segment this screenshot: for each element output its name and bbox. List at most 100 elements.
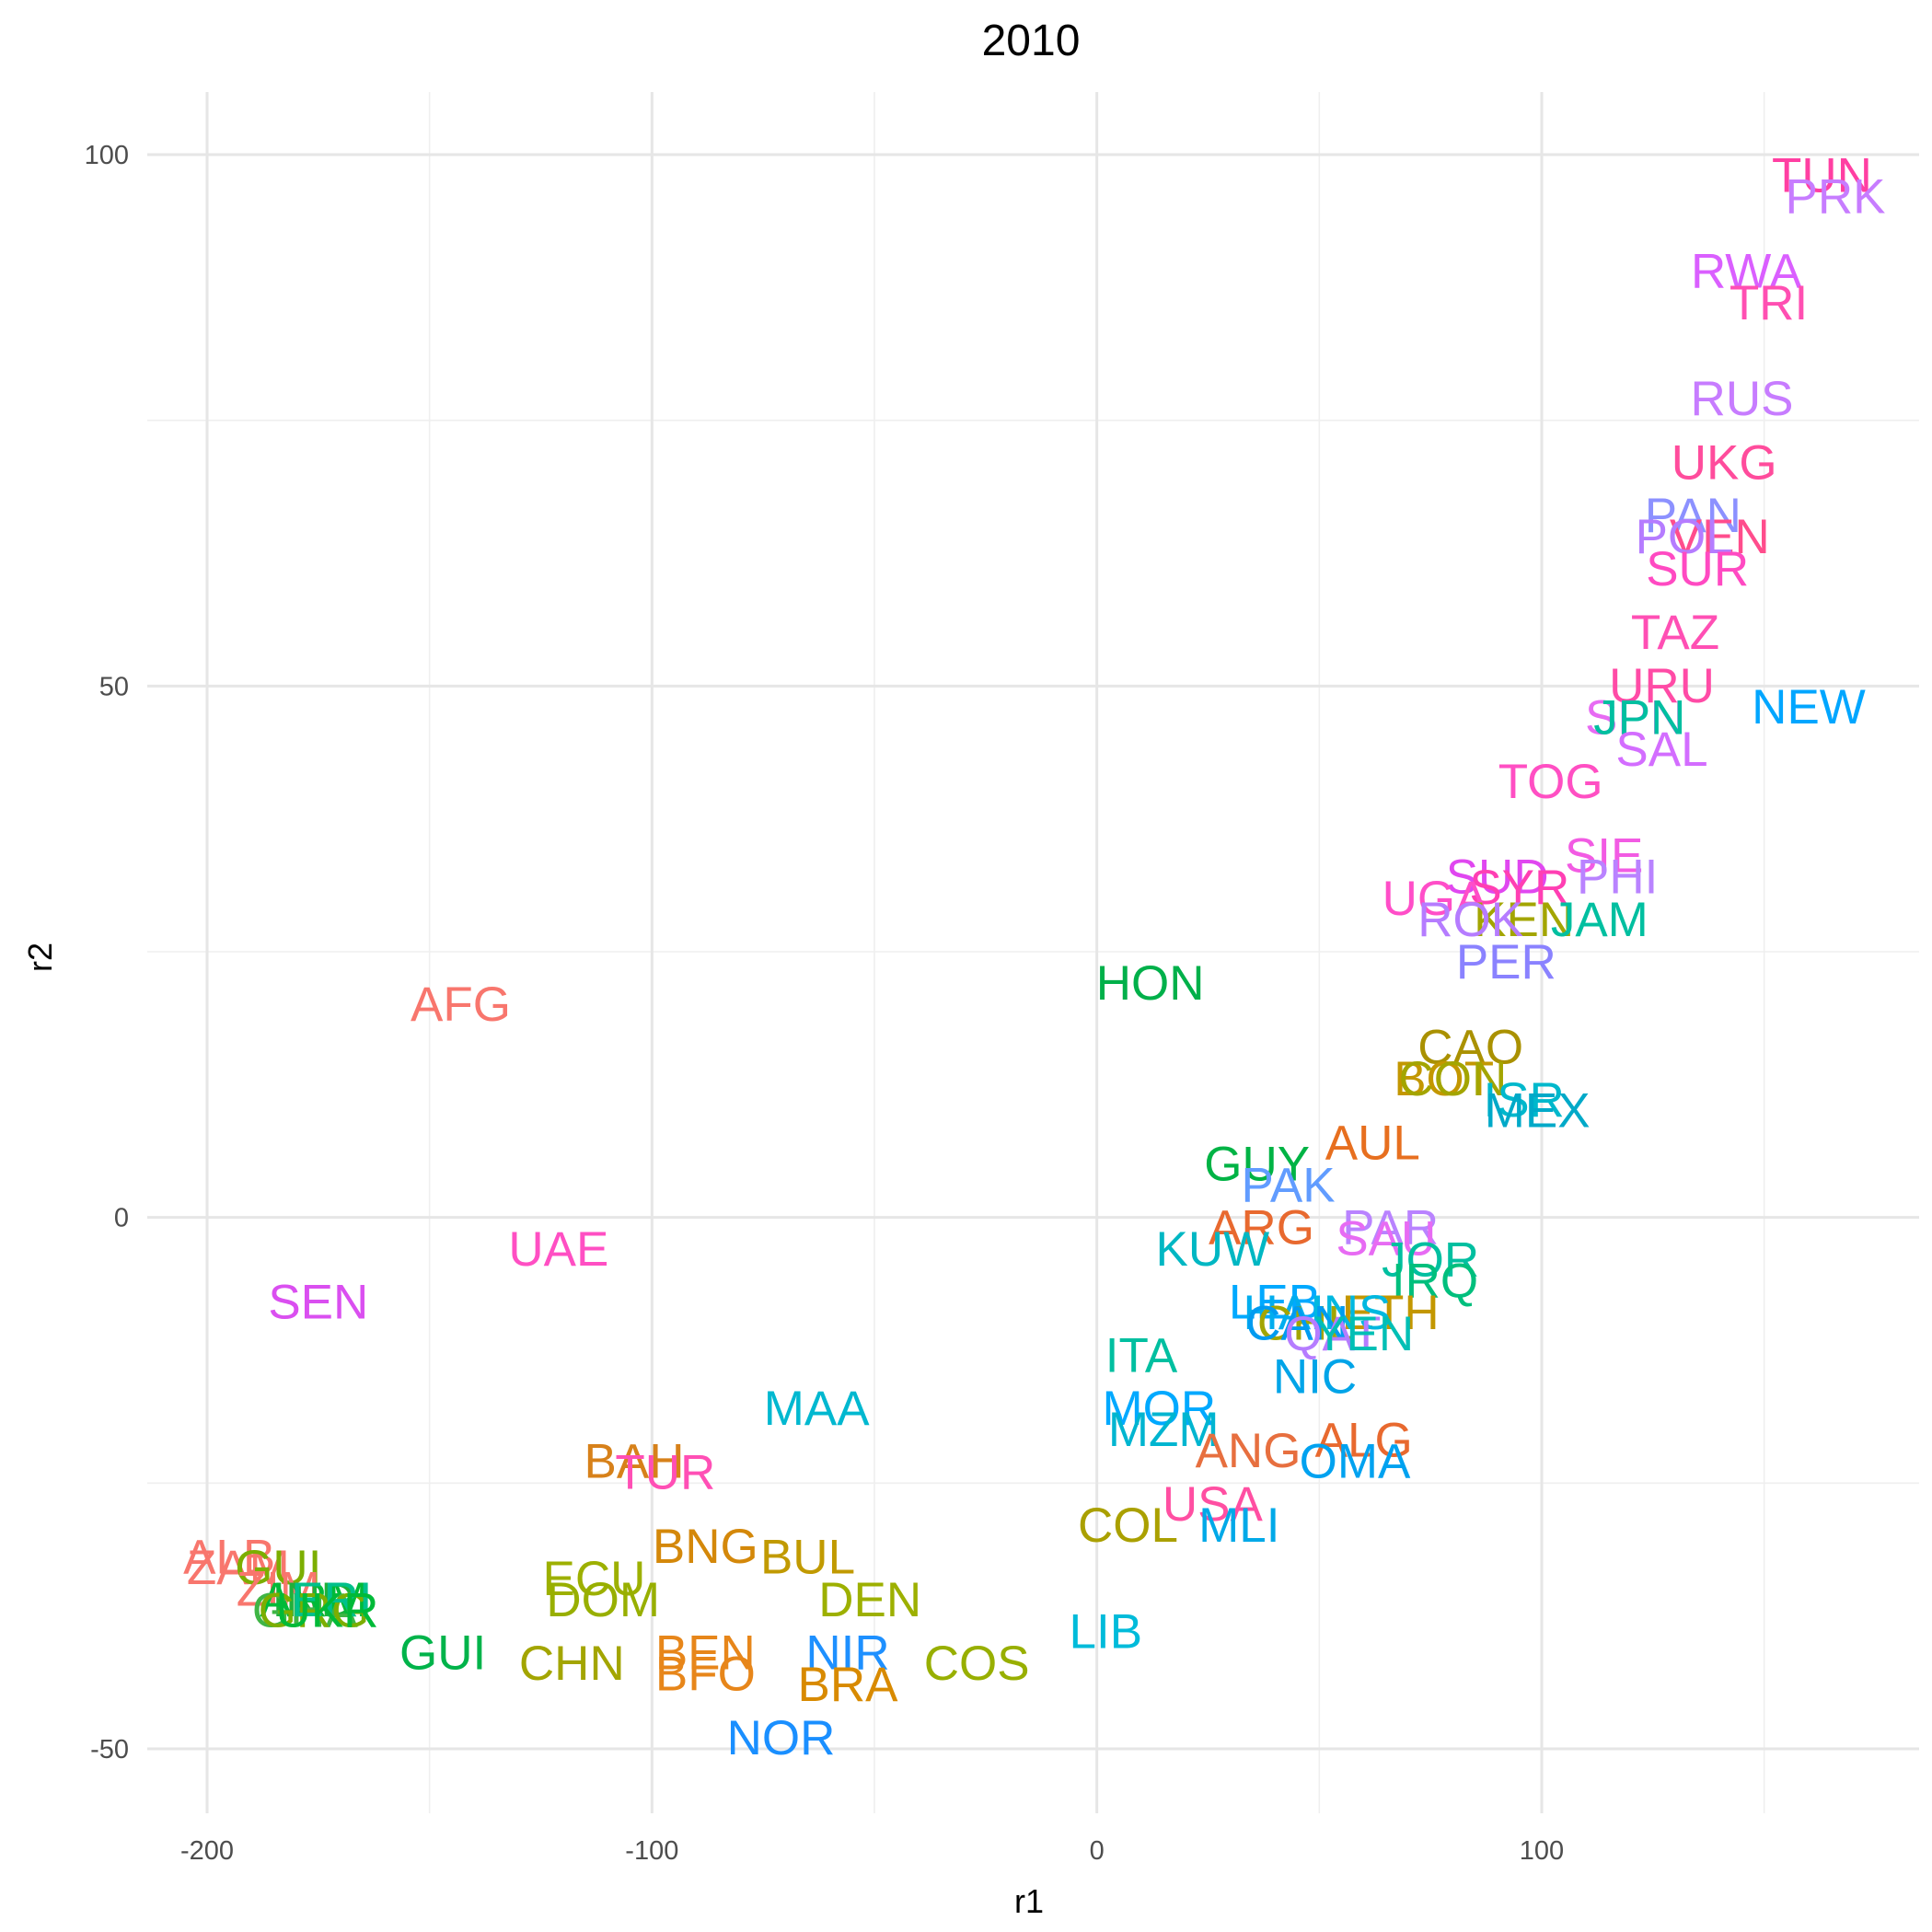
point-label-phi: PHI [1577, 850, 1658, 905]
point-label-jpn: JPN [1593, 690, 1685, 745]
point-label-hon: HON [1096, 956, 1205, 1011]
point-label-arm: ARM [260, 1573, 368, 1627]
point-label-den: DEN [818, 1573, 921, 1627]
point-label-qat: QAT [1284, 1307, 1381, 1361]
point-label-ben: BEN [655, 1626, 756, 1681]
point-label-nic: NIC [1273, 1349, 1357, 1404]
point-label-ita: ITA [1105, 1328, 1178, 1382]
point-label-hai: HAI [1243, 1286, 1324, 1340]
point-label-zam: ZAM [187, 1541, 290, 1595]
point-label-rok: ROK [1417, 893, 1523, 947]
point-label-oma: OMA [1300, 1435, 1411, 1489]
x-tick-label: -100 [625, 1836, 678, 1866]
point-label-chn: CHN [519, 1637, 625, 1691]
point-label-kuw: KUW [1156, 1222, 1270, 1277]
point-label-sen: SEN [268, 1276, 368, 1330]
point-label-ins: INS [1310, 1286, 1391, 1340]
point-label-bah: BAH [584, 1435, 685, 1489]
point-label-par: PAR [1342, 1201, 1439, 1255]
point-label-gui: GUI [235, 1541, 321, 1595]
point-label-cos: COS [924, 1637, 1030, 1691]
y-axis-ticks: -50 0 50 100 [85, 141, 129, 1764]
point-label-nor: NOR [727, 1711, 836, 1765]
point-label-lib: LIB [1070, 1604, 1143, 1659]
point-label-sud: SUD [1446, 850, 1549, 905]
point-label-taz: TAZ [1631, 606, 1719, 660]
point-label-chl: CHL [1257, 1297, 1355, 1351]
point-label-uga: UGA [1382, 872, 1489, 926]
x-axis-ticks: -200 -100 0 100 [180, 1836, 1564, 1866]
point-label-grg: GRG [259, 1583, 370, 1637]
point-label-nir: NIR [805, 1626, 889, 1681]
point-label-jor: JOR [1382, 1232, 1479, 1287]
x-axis-title: r1 [1014, 1882, 1044, 1920]
chart-title: 2010 [982, 17, 1081, 65]
point-label-arg: ARG [1209, 1201, 1314, 1255]
point-label-guy: GUY [1204, 1137, 1310, 1191]
point-label-ukr: UKR [276, 1583, 379, 1637]
point-label-ven: VEN [1670, 510, 1770, 564]
x-tick-label: 100 [1520, 1836, 1564, 1866]
point-label-mli: MLI [1198, 1498, 1279, 1553]
point-label-sie: SIE [1565, 829, 1643, 884]
point-label-prk: PRK [1786, 170, 1886, 225]
x-tick-label: -200 [180, 1836, 234, 1866]
point-label-sur: SUR [1646, 542, 1749, 596]
point-label-uae: UAE [508, 1222, 608, 1277]
point-label-new: NEW [1752, 680, 1866, 735]
point-label-tur: TUR [615, 1445, 715, 1499]
y-tick-label: 100 [85, 141, 129, 170]
point-label-tun: TUN [1772, 149, 1872, 203]
point-label-rwa: RWA [1691, 245, 1802, 299]
point-label-cao: CAO [1417, 1020, 1523, 1074]
point-label-pak: PAK [1241, 1159, 1335, 1213]
point-label-sau: SAU [1336, 1211, 1436, 1266]
point-label-gha: GHA [252, 1583, 359, 1637]
point-label-leb: LEB [1229, 1276, 1321, 1330]
x-tick-label: 0 [1090, 1836, 1105, 1866]
point-label-pan: PAN [1645, 489, 1741, 543]
point-label-syr: SYR [1469, 861, 1569, 915]
point-label-ken: KEN [1474, 893, 1574, 947]
point-label-bng: BNG [653, 1520, 758, 1574]
point-label-alg: ALG [1315, 1414, 1413, 1468]
point-label-eri: ERI [291, 1573, 372, 1627]
point-label-zim: ZIM [237, 1562, 320, 1616]
point-label-ang: ANG [1196, 1424, 1301, 1478]
point-label-isr: ISR [1483, 1073, 1564, 1128]
point-label-rus: RUS [1691, 372, 1794, 426]
y-tick-label: 50 [99, 672, 129, 701]
point-label-afg: AFG [411, 978, 511, 1032]
point-label-pol: POL [1636, 510, 1733, 564]
point-label-eth: ETH [1342, 1286, 1440, 1340]
point-label-col: COL [1078, 1498, 1178, 1553]
point-label-ecu: ECU [543, 1552, 646, 1606]
point-label-bra: BRA [798, 1658, 899, 1712]
major-gridlines [147, 92, 1919, 1813]
point-label-mor: MOR [1103, 1382, 1217, 1436]
point-label-uru: URU [1609, 659, 1715, 713]
point-label-tog: TOG [1498, 755, 1603, 809]
point-label-alb: ALB [183, 1531, 275, 1585]
point-label-maa: MAA [764, 1382, 871, 1436]
point-label-bul: BUL [760, 1531, 855, 1585]
point-label-usa: USA [1163, 1477, 1264, 1532]
point-label-bfo: BFO [655, 1648, 756, 1702]
point-label-dom: DOM [546, 1573, 660, 1627]
point-label-mzm: MZM [1108, 1403, 1220, 1457]
point-label-mex: MEX [1485, 1084, 1591, 1139]
point-label-irq: IRQ [1392, 1254, 1478, 1308]
point-label-bot: BOT [1394, 1052, 1494, 1106]
point-label-ind: IND [272, 1573, 355, 1627]
y-axis-title: r2 [21, 943, 59, 972]
y-tick-label: 0 [114, 1204, 129, 1233]
point-label-ukg: UKG [1672, 435, 1777, 490]
point-label-sal: SAL [1615, 723, 1707, 777]
point-label-can: CAN [1245, 1297, 1348, 1351]
point-label-tri: TRI [1730, 276, 1808, 330]
point-label-per: PER [1456, 935, 1556, 989]
point-label-gui: GUI [399, 1626, 486, 1681]
